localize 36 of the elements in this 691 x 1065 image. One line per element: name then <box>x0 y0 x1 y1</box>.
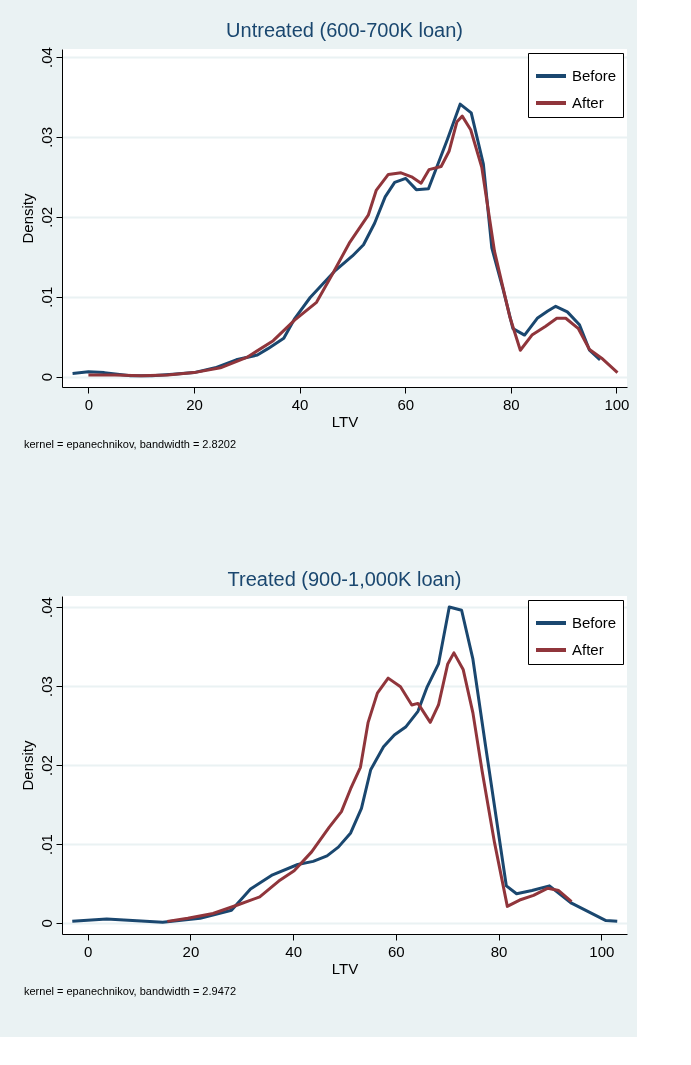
x-tick-label: 80 <box>502 395 520 413</box>
x-tick-label: 20 <box>186 395 203 413</box>
x-tick-label: 0 <box>84 395 94 413</box>
x-tick-label: 40 <box>285 942 302 960</box>
legend-label: Before <box>572 67 617 84</box>
text: kernel = epanechnikov, bandwidth = 2.9472 <box>24 985 237 997</box>
y-tick-label: .03 <box>37 126 55 148</box>
y-tick-label: .04 <box>37 597 55 618</box>
y-tick-label: .02 <box>37 755 55 776</box>
y-tick-label: 0 <box>37 919 55 928</box>
chart-title: Treated (900-1,000K loan) <box>227 568 462 590</box>
y-tick-label: .03 <box>37 676 55 697</box>
x-tick-label: 60 <box>397 395 415 413</box>
y-axis-title: Density <box>18 740 36 791</box>
text: kernel = epanechnikov, bandwidth = 2.8202 <box>24 438 237 450</box>
x-tick-label: 60 <box>388 942 405 960</box>
x-tick-label: 100 <box>589 942 615 960</box>
y-tick-label: .04 <box>37 47 55 68</box>
x-tick-label: 80 <box>490 942 508 960</box>
legend-label: After <box>572 641 604 658</box>
y-tick-label: .01 <box>37 286 55 308</box>
x-axis-title: LTV <box>331 959 359 977</box>
x-tick-label: 100 <box>604 395 630 413</box>
x-tick-label: 0 <box>84 942 93 960</box>
x-tick-label: 40 <box>291 395 309 413</box>
legend-label: After <box>572 94 604 111</box>
legend-label: Before <box>572 614 617 631</box>
chart-title: Untreated (600-700K loan) <box>226 18 463 41</box>
line-series <box>70 605 619 924</box>
x-tick-label: 20 <box>182 942 200 960</box>
x-axis-title: LTV <box>331 412 359 430</box>
y-axis-title: Density <box>18 193 36 244</box>
y-tick-label: .01 <box>37 834 55 855</box>
line-series <box>165 651 574 923</box>
y-tick-label: 0 <box>37 372 55 382</box>
y-tick-label: .02 <box>37 206 55 228</box>
